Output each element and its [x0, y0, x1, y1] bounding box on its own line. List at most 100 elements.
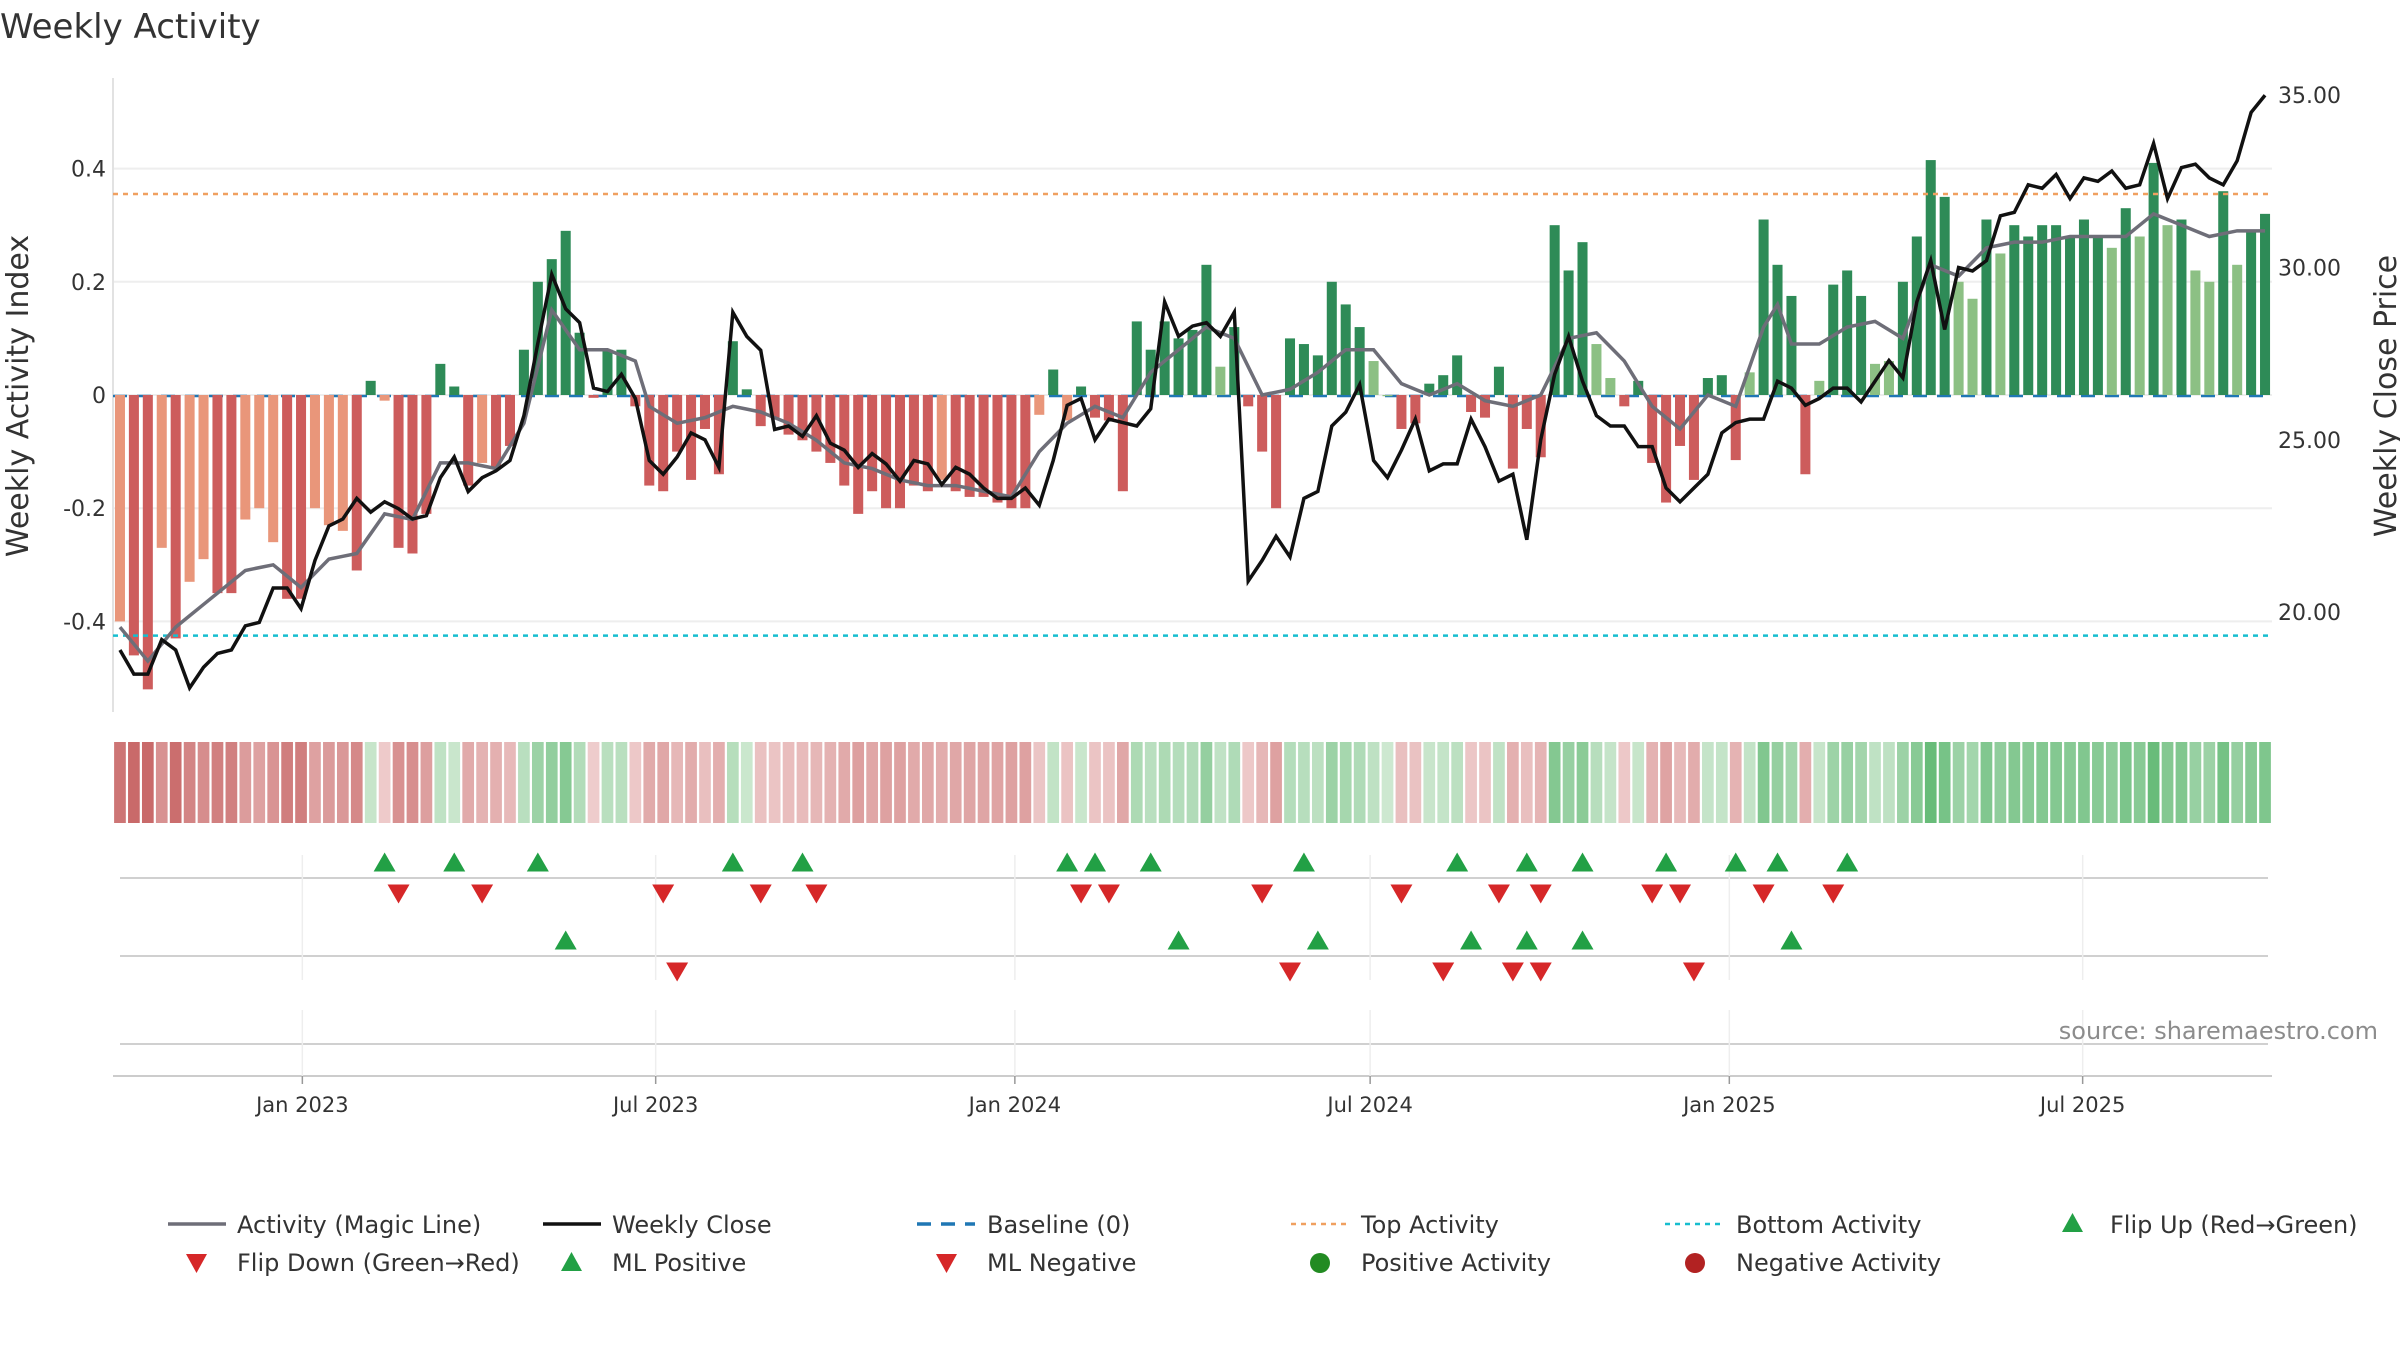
- activity-bar: [1647, 395, 1658, 463]
- activity-bar: [1076, 386, 1087, 395]
- flip-up-marker: [1446, 852, 1469, 872]
- heat-cell: [1172, 742, 1185, 823]
- heat-cell: [1938, 742, 1951, 823]
- legend-flipup-swatch: [2062, 1213, 2083, 1232]
- heat-cell: [197, 742, 210, 823]
- activity-bar: [226, 395, 237, 594]
- activity-bar: [1675, 395, 1686, 446]
- activity-bar: [1716, 375, 1727, 395]
- flip-down-marker: [1390, 884, 1413, 904]
- flip-down-marker: [1669, 884, 1692, 904]
- heat-cell: [921, 742, 934, 823]
- activity-bar: [686, 395, 697, 480]
- heat-cell: [1897, 742, 1909, 823]
- heat-cell: [991, 742, 1004, 823]
- heat-cell: [1186, 742, 1199, 823]
- activity-bar: [1410, 395, 1421, 424]
- heat-cell: [2119, 742, 2132, 823]
- heat-cell: [1952, 742, 1965, 823]
- legend-baseline-label: Baseline (0): [987, 1211, 1130, 1239]
- heat-cell: [169, 742, 182, 823]
- heat-cell: [1590, 742, 1603, 823]
- heat-cell: [1855, 742, 1867, 823]
- heat-cell: [1562, 742, 1575, 823]
- activity-bar: [2232, 264, 2243, 395]
- activity-bar: [1911, 236, 1922, 395]
- activity-bar: [2009, 225, 2020, 395]
- heat-cell: [420, 742, 433, 823]
- heat-cell: [309, 742, 321, 823]
- activity-bar: [2051, 225, 2062, 395]
- heat-cell: [281, 742, 293, 823]
- activity-bar: [156, 395, 167, 548]
- heat-cell: [1994, 742, 2007, 823]
- heat-cell: [1103, 742, 1115, 823]
- heat-cell: [448, 742, 461, 823]
- legend-top-label: Top Activity: [1360, 1211, 1499, 1239]
- activity-bar: [323, 395, 334, 526]
- heat-cell: [2105, 742, 2118, 823]
- legend-mlneg-swatch: [936, 1254, 957, 1273]
- activity-bar: [1633, 380, 1644, 395]
- activity-bar: [1605, 378, 1616, 395]
- heat-cell: [2259, 742, 2271, 823]
- heat-cell: [726, 742, 739, 823]
- heat-cell: [1075, 742, 1087, 823]
- activity-bar: [1048, 369, 1059, 395]
- y-tick-label: 0.2: [71, 271, 106, 296]
- x-tick-label: Jan 2024: [967, 1093, 1062, 1117]
- ml-negative-marker: [666, 962, 689, 982]
- activity-bar: [1020, 395, 1031, 509]
- heat-cell: [406, 742, 419, 823]
- heat-cell: [1047, 742, 1060, 823]
- heat-cell: [336, 742, 349, 823]
- heat-cell: [1005, 742, 1018, 823]
- activity-bar: [379, 395, 390, 401]
- x-tick-label: Jul 2023: [611, 1093, 698, 1117]
- activity-bar: [1382, 395, 1393, 397]
- heat-cell: [2036, 742, 2049, 823]
- heat-cell: [2161, 742, 2174, 823]
- activity-bar: [1187, 329, 1198, 395]
- activity-bar: [936, 395, 947, 480]
- heat-cell: [713, 742, 725, 823]
- ml-positive-marker: [1306, 930, 1329, 950]
- activity-bar: [560, 230, 571, 395]
- heat-cell: [267, 742, 280, 823]
- activity-bar: [2148, 162, 2159, 395]
- flip-up-marker: [1571, 852, 1594, 872]
- activity-bar: [1925, 160, 1936, 395]
- activity-bar: [2162, 225, 2173, 395]
- heat-cell: [963, 742, 976, 823]
- heat-cell: [1479, 742, 1491, 823]
- legend-mlpos-label: ML Positive: [612, 1249, 746, 1277]
- y2-tick-label: 20.00: [2278, 601, 2341, 626]
- activity-bar: [588, 395, 599, 398]
- activity-bar: [407, 395, 418, 554]
- flip-up-marker: [1836, 852, 1859, 872]
- heat-cell: [1910, 742, 1923, 823]
- activity-bar: [2204, 281, 2215, 395]
- activity-bar: [1814, 380, 1825, 395]
- activity-bar: [518, 349, 529, 395]
- activity-bar: [2246, 230, 2257, 395]
- legend-magic-label: Activity (Magic Line): [237, 1211, 481, 1239]
- heat-cell: [740, 742, 753, 823]
- activity-bar: [1271, 395, 1282, 509]
- heat-cell: [1799, 742, 1812, 823]
- heat-cell: [1757, 742, 1770, 823]
- heat-cell: [350, 742, 363, 823]
- activity-bar: [1326, 281, 1337, 395]
- heat-cell: [323, 742, 335, 823]
- activity-bar: [351, 395, 362, 571]
- activity-bar: [1117, 395, 1128, 492]
- heat-cell: [1437, 742, 1450, 823]
- ml-negative-marker: [1529, 962, 1552, 982]
- activity-bar: [950, 395, 961, 492]
- legend-mlpos-swatch: [561, 1252, 582, 1271]
- ml-positive-marker: [1571, 930, 1594, 950]
- activity-bar: [741, 389, 752, 395]
- legend-posact-swatch: [1310, 1253, 1330, 1273]
- activity-bar: [254, 395, 265, 509]
